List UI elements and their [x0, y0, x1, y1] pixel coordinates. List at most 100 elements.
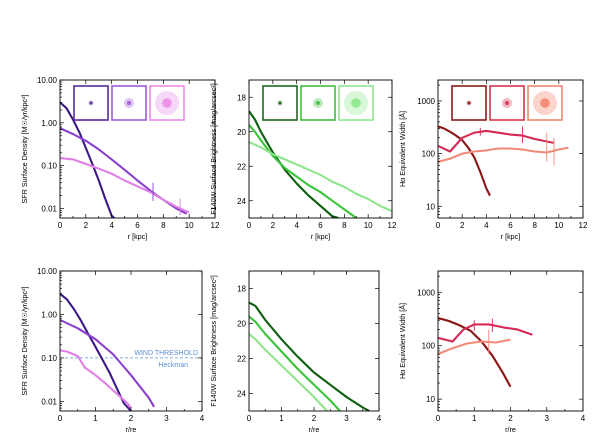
- series-line-1: [438, 125, 491, 197]
- y-tick-label: 100: [422, 342, 436, 351]
- x-tick-label: 12: [211, 221, 220, 230]
- series-line-3: [438, 146, 569, 163]
- x-tick-label: 0: [58, 221, 63, 230]
- y-tick-label: 24: [237, 197, 246, 206]
- y-tick-label: 18: [237, 285, 246, 294]
- x-tick-label: 3: [344, 414, 349, 423]
- y-axis-label: F140W Surface Brightness [mag/arcsec²]: [209, 83, 218, 214]
- series-line-1: [249, 110, 339, 218]
- x-tick-label: 12: [579, 221, 588, 230]
- x-tick-label: 0: [247, 221, 252, 230]
- x-tick-label: 0: [436, 221, 441, 230]
- galaxy-core: [467, 101, 471, 105]
- x-tick-label: 4: [109, 221, 114, 230]
- threshold-label: WIND THRESHOLD: [134, 350, 198, 357]
- x-tick-label: 4: [200, 414, 205, 423]
- y-tick-label: 24: [237, 390, 246, 399]
- series-line-3: [249, 141, 392, 213]
- galaxy-core: [89, 101, 93, 105]
- x-axis-label: r/re: [126, 425, 137, 434]
- x-tick-label: 6: [318, 221, 323, 230]
- x-tick-label: 3: [545, 414, 550, 423]
- y-tick-label: 0.10: [41, 162, 57, 171]
- series-line-1: [60, 292, 132, 411]
- x-axis-label: r/re: [309, 425, 320, 434]
- y-tick-label: 10.00: [37, 76, 58, 85]
- series-line-3: [60, 349, 132, 409]
- x-tick-label: 8: [532, 221, 537, 230]
- x-tick-label: 0: [58, 414, 63, 423]
- plot-frame: [437, 270, 584, 412]
- x-tick-label: 0: [247, 414, 252, 423]
- threshold-source-label: Heckman: [158, 362, 188, 369]
- y-tick-label: 10: [426, 202, 435, 211]
- y-axis-label: Hα Equivalent Width [Å]: [398, 303, 407, 379]
- x-tick-label: 4: [377, 414, 382, 423]
- y-tick-label: 100: [422, 150, 436, 159]
- y-tick-label: 1000: [417, 97, 435, 106]
- galaxy-core: [127, 101, 131, 105]
- y-axis-label: SFR Surface Density [M☉/yr/kpc²]: [20, 94, 29, 203]
- x-tick-label: 0: [436, 414, 441, 423]
- x-tick-label: 4: [581, 414, 586, 423]
- series-line-3: [60, 157, 190, 214]
- series-line-2: [249, 124, 357, 218]
- galaxy-core: [540, 98, 550, 108]
- x-tick-label: 2: [129, 414, 134, 423]
- x-axis-label: r [kpc]: [311, 232, 331, 241]
- y-tick-label: 0.10: [41, 354, 57, 363]
- panel-ha_re: 0 1 2 3 4 10 100 1000 r/re Hα Equivalent Width [Å…: [398, 270, 586, 434]
- x-axis-label: r [kpc]: [128, 232, 148, 241]
- x-tick-label: 10: [554, 221, 563, 230]
- x-axis-label: r [kpc]: [501, 232, 521, 241]
- panel-ha_r: 0 2 4 6 8 10 12 10 100 1000 r [kpc] Hα Equivalent W…: [398, 79, 588, 241]
- x-axis-label: r/re: [505, 425, 516, 434]
- x-tick-label: 10: [364, 221, 373, 230]
- x-tick-label: 6: [135, 221, 140, 230]
- x-tick-label: 2: [460, 221, 465, 230]
- x-tick-label: 2: [84, 221, 89, 230]
- series-line-1: [438, 316, 512, 388]
- series-line-1: [60, 101, 115, 218]
- y-tick-label: 1000: [417, 288, 435, 297]
- galaxy-core: [278, 101, 282, 105]
- series-line-2: [60, 318, 156, 408]
- panel-sfr_r: 0 2 4 6 8 10 12 0.01 0.10 1.00 10.00 r [kpc] SFR Sur…: [20, 76, 220, 241]
- y-tick-label: 20: [237, 320, 246, 329]
- plot-frame: [59, 270, 203, 412]
- y-tick-label: 0.01: [41, 397, 57, 406]
- y-tick-label: 0.01: [41, 204, 57, 213]
- series-line-3: [438, 338, 511, 355]
- plot-frame: [248, 270, 380, 412]
- y-tick-label: 10: [426, 395, 435, 404]
- x-tick-label: 2: [271, 221, 276, 230]
- x-tick-label: 8: [161, 221, 166, 230]
- x-tick-label: 1: [472, 414, 477, 423]
- x-tick-label: 10: [185, 221, 194, 230]
- series-line-3: [249, 333, 328, 411]
- series-line-2: [249, 315, 341, 411]
- y-axis-label: F140W Surface Brightness [mag/arcsec²]: [209, 275, 218, 406]
- x-tick-label: 4: [484, 221, 489, 230]
- panel-sfr_re: WIND THRESHOLD Heckman 0 1 2 3 4 0.01 0.10 1.00 10…: [20, 267, 205, 434]
- y-tick-label: 10.00: [37, 267, 58, 276]
- x-tick-label: 12: [388, 221, 397, 230]
- x-tick-label: 4: [294, 221, 299, 230]
- series-line-2: [438, 323, 533, 343]
- x-tick-label: 2: [508, 414, 513, 423]
- y-tick-label: 18: [237, 93, 246, 102]
- y-tick-label: 22: [237, 355, 246, 364]
- y-tick-label: 1.00: [41, 310, 57, 319]
- galaxy-inset-1: [451, 85, 487, 121]
- y-axis-label: Hα Equivalent Width [Å]: [398, 111, 407, 187]
- x-tick-label: 1: [93, 414, 98, 423]
- x-tick-label: 3: [164, 414, 169, 423]
- y-tick-label: 20: [237, 128, 246, 137]
- y-tick-label: 1.00: [41, 119, 57, 128]
- x-tick-label: 6: [508, 221, 513, 230]
- galaxy-core: [505, 101, 509, 105]
- y-tick-label: 22: [237, 162, 246, 171]
